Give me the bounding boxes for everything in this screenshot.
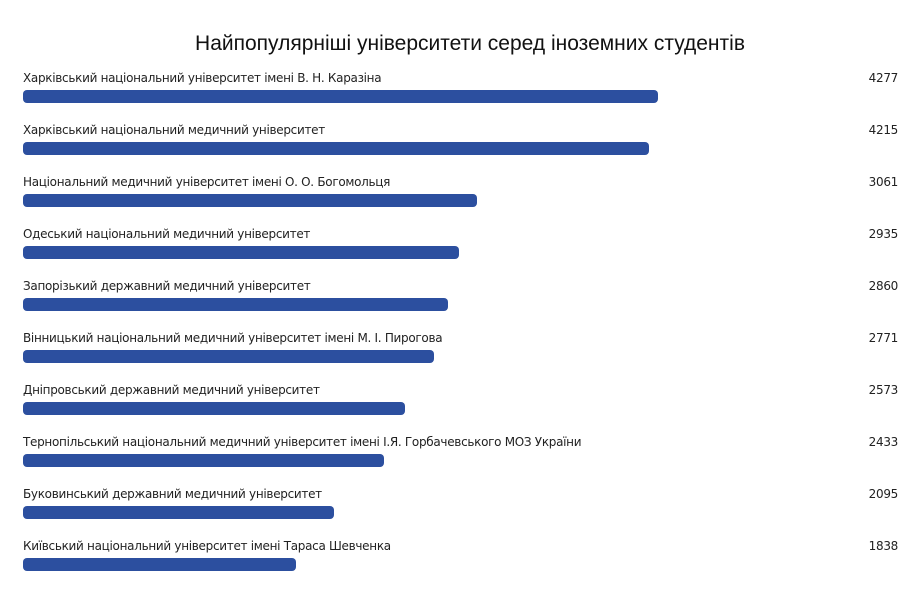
bar-value: 2860 (868, 279, 899, 293)
bar-value: 2573 (868, 383, 899, 397)
bar-row: Харківський національний медичний універ… (23, 122, 898, 174)
chart-title: Найпопулярніші університети серед інозем… (195, 32, 745, 55)
bar-value: 3061 (868, 175, 899, 189)
bar-value: 2771 (868, 331, 899, 345)
bar-row: Київський національний університет імені… (23, 538, 898, 590)
bar-label: Одеський національний медичний університ… (23, 227, 311, 241)
bar-label: Національний медичний університет імені … (23, 175, 391, 189)
bar-value: 2095 (868, 487, 899, 501)
bar-label: Харківський національний університет іме… (23, 71, 382, 85)
bar (23, 506, 335, 519)
bar-label: Дніпровський державний медичний універси… (23, 383, 320, 397)
bar (23, 90, 658, 103)
bar-value: 2433 (868, 435, 899, 449)
bar-row: Дніпровський державний медичний універси… (23, 382, 898, 434)
bar (23, 350, 435, 363)
bar-label: Харківський національний медичний універ… (23, 123, 325, 137)
bar-label: Буковинський державний медичний універси… (23, 487, 322, 501)
bar-label: Київський національний університет імені… (23, 539, 391, 553)
bar (23, 298, 448, 311)
bar-row: Буковинський державний медичний універси… (23, 486, 898, 538)
bar-row: Тернопільський національний медичний уні… (23, 434, 898, 486)
bar-row: Харківський національний університет іме… (23, 70, 898, 122)
bar-label: Запорізький державний медичний університ… (23, 279, 311, 293)
bar (23, 558, 296, 571)
bar-label: Вінницький національний медичний універс… (23, 331, 443, 345)
bar-row: Національний медичний університет імені … (23, 174, 898, 226)
bar-value: 4277 (868, 71, 899, 85)
bar-value: 4215 (868, 123, 899, 137)
bar-row: Запорізький державний медичний університ… (23, 278, 898, 330)
bar-row: Одеський національний медичний університ… (23, 226, 898, 278)
bar (23, 142, 649, 155)
bar (23, 194, 478, 207)
bar (23, 402, 405, 415)
bar-list: Харківський національний університет іме… (23, 70, 898, 590)
bar-value: 1838 (868, 539, 899, 553)
bar (23, 246, 459, 259)
bar-value: 2935 (868, 227, 899, 241)
bar-label: Тернопільський національний медичний уні… (23, 435, 582, 449)
bar (23, 454, 385, 467)
bar-row: Вінницький національний медичний універс… (23, 330, 898, 382)
